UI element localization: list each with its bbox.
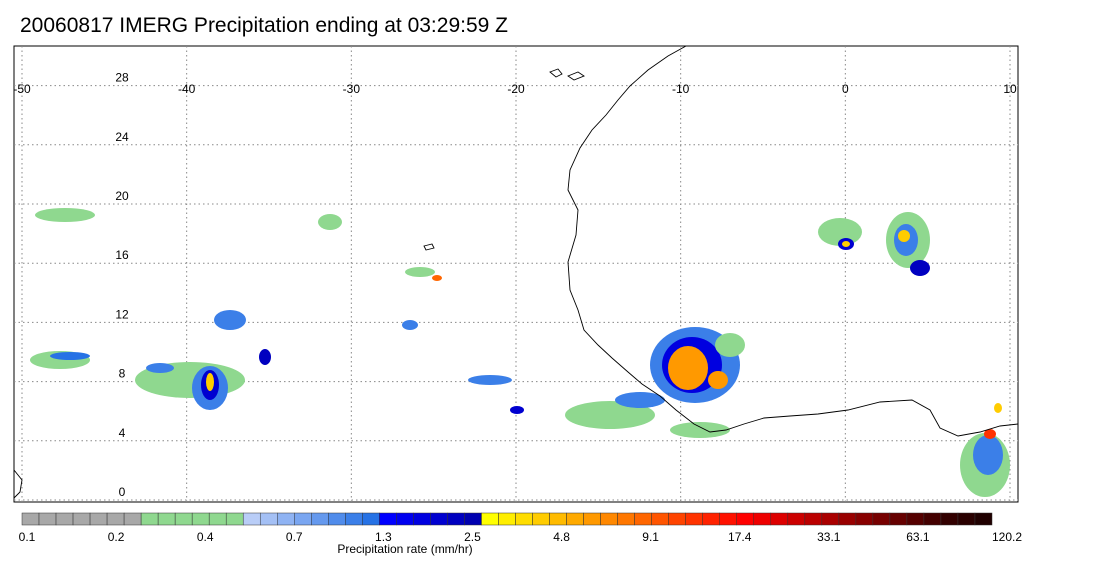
colorbar-swatch — [345, 512, 363, 526]
colorbar-tick-label: 1.3 — [375, 530, 392, 544]
colorbar-swatch — [617, 512, 635, 526]
colorbar-tick-label: 120.2 — [992, 530, 1022, 544]
lon-tick-label: -50 — [13, 82, 31, 96]
colorbar-swatch — [634, 512, 652, 526]
colorbar-swatch — [940, 512, 959, 526]
colorbar-tick-label: 0.1 — [19, 530, 36, 544]
colorbar-swatch — [804, 512, 823, 526]
colorbar-swatch — [294, 512, 312, 526]
colorbar-swatch — [532, 512, 550, 526]
longitude-labels: -50 -40 -30 -20 -10 0 10 — [13, 82, 1017, 96]
colorbar-swatch — [396, 512, 414, 526]
colorbar-swatch — [753, 512, 772, 526]
colorbar-swatch — [311, 512, 329, 526]
colorbar-swatch — [515, 512, 533, 526]
colorbar-swatch — [277, 512, 295, 526]
lat-tick-label: 4 — [119, 426, 126, 440]
precipitation-field — [30, 208, 1010, 497]
coastline-islands — [13, 68, 585, 499]
colorbar-tick-label: 0.7 — [286, 530, 303, 544]
colorbar-swatch — [821, 512, 840, 526]
colorbar-swatch — [855, 512, 874, 526]
colorbar-swatch — [906, 512, 925, 526]
colorbar-swatch — [957, 512, 976, 526]
lon-tick-label: -10 — [672, 82, 690, 96]
lon-tick-label: -20 — [507, 82, 525, 96]
colorbar-swatch — [140, 512, 159, 526]
colorbar-swatch — [685, 512, 703, 526]
colorbar-swatch — [430, 512, 448, 526]
colorbar-swatch — [55, 512, 74, 526]
colorbar-swatch — [719, 512, 737, 526]
colorbar-swatch — [872, 512, 891, 526]
lon-tick-label: -30 — [343, 82, 361, 96]
colorbar-tick-label: 9.1 — [642, 530, 659, 544]
colorbar-swatch — [464, 512, 482, 526]
lat-tick-label: 16 — [115, 248, 129, 262]
lat-tick-label: 20 — [115, 189, 129, 203]
colorbar-tick-label: 17.4 — [728, 530, 752, 544]
colorbar-swatch — [600, 512, 618, 526]
colorbar-tick-label: 2.5 — [464, 530, 481, 544]
colorbar-swatch — [174, 512, 193, 526]
colorbar-swatch — [974, 512, 993, 526]
lat-tick-label: 12 — [115, 307, 129, 321]
lat-tick-label: 24 — [115, 130, 129, 144]
colorbar-swatch — [157, 512, 176, 526]
latitude-labels: 28 24 20 16 12 8 4 0 — [115, 71, 129, 499]
lon-tick-label: 10 — [1003, 82, 1017, 96]
colorbar-tick-label: 4.8 — [553, 530, 570, 544]
colorbar-swatch — [770, 512, 789, 526]
colorbar-swatch — [89, 512, 108, 526]
colorbar-swatch — [208, 512, 227, 526]
colorbar-swatch — [889, 512, 908, 526]
colorbar-swatch — [736, 512, 755, 526]
colorbar-swatch — [259, 512, 278, 526]
colorbar-swatch — [191, 512, 210, 526]
colorbar-tick-label: 33.1 — [817, 530, 841, 544]
colorbar-swatch — [123, 512, 142, 526]
colorbar-swatch — [481, 512, 499, 526]
colorbar-swatch — [838, 512, 857, 526]
colorbar-swatch — [566, 512, 584, 526]
colorbar-swatch — [702, 512, 720, 526]
colorbar-swatch — [106, 512, 125, 526]
lat-tick-label: 0 — [119, 485, 126, 499]
colorbar — [21, 512, 993, 526]
colorbar-swatch — [923, 512, 942, 526]
colorbar-swatch — [549, 512, 567, 526]
colorbar-tick-label: 0.2 — [108, 530, 125, 544]
colorbar-swatch — [787, 512, 806, 526]
lat-tick-label: 8 — [119, 367, 126, 381]
colorbar-swatch — [498, 512, 516, 526]
lon-tick-label: -40 — [178, 82, 196, 96]
colorbar-tick-labels: 0.1 0.2 0.4 0.7 1.3 2.5 4.8 9.1 17.4 33.1 63.1 120.… — [19, 530, 1023, 544]
colorbar-swatch — [583, 512, 601, 526]
map-frame — [13, 45, 1019, 503]
colorbar-swatch — [447, 512, 465, 526]
colorbar-swatch — [21, 512, 40, 526]
colorbar-swatch — [413, 512, 431, 526]
colorbar-swatch — [225, 512, 244, 526]
colorbar-swatch — [651, 512, 669, 526]
colorbar-swatch — [242, 512, 261, 526]
colorbar-swatch — [328, 512, 346, 526]
lon-tick-label: 0 — [842, 82, 849, 96]
colorbar-tick-label: 63.1 — [906, 530, 930, 544]
map-title: 20060817 IMERG Precipitation ending at 0… — [20, 14, 508, 37]
coastline-west-africa — [567, 45, 1019, 437]
colorbar-swatch — [72, 512, 91, 526]
colorbar-swatch — [38, 512, 57, 526]
colorbar-swatch — [362, 512, 380, 526]
colorbar-tick-label: 0.4 — [197, 530, 214, 544]
colorbar-label: Precipitation rate (mm/hr) — [337, 542, 472, 556]
colorbar-swatch — [379, 512, 397, 526]
colorbar-swatch — [668, 512, 686, 526]
lat-tick-label: 28 — [115, 71, 129, 85]
